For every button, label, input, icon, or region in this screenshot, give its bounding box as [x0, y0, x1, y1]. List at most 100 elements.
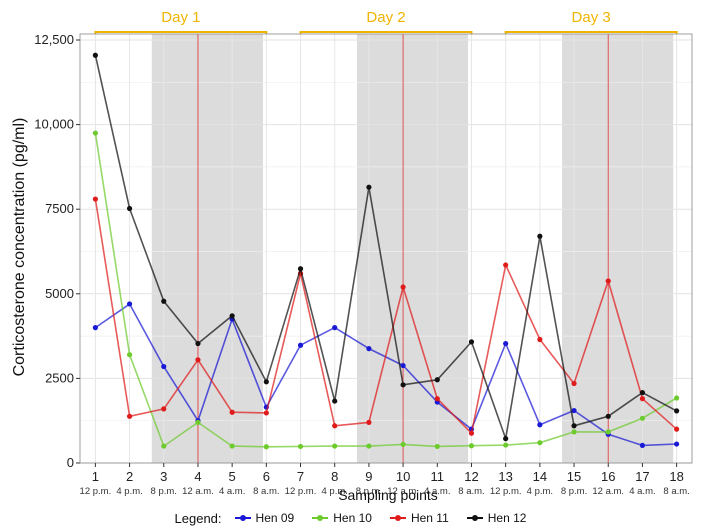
y-tick-label: 0 — [67, 455, 74, 470]
data-point-hen-12 — [229, 313, 235, 319]
legend-key-hen-10 — [312, 513, 329, 523]
legend-items: Hen 09 Hen 10 Hen 11 Hen 12 — [226, 511, 536, 525]
x-time-label: 12 p.m. — [490, 486, 522, 497]
data-point-hen-11 — [161, 406, 167, 412]
x-tick-label: 9 — [365, 469, 372, 484]
data-point-hen-09 — [332, 325, 338, 331]
legend-label-hen-09: Hen 09 — [255, 511, 295, 525]
legend: Legend: Hen 09 Hen 10 Hen 11 Hen 12 — [0, 507, 710, 529]
data-point-hen-12 — [639, 390, 646, 396]
data-point-hen-09 — [161, 363, 167, 370]
data-point-hen-11 — [639, 396, 646, 402]
legend-label-hen-10: Hen 10 — [333, 511, 372, 525]
legend-label-hen-11: Hen 11 — [410, 511, 449, 525]
data-point-hen-12 — [537, 233, 543, 239]
y-tick-label: 10,000 — [34, 117, 74, 132]
data-point-hen-12 — [468, 339, 475, 345]
data-point-hen-10 — [126, 352, 133, 358]
x-tick-label: 13 — [498, 469, 512, 484]
legend-key-hen-09 — [234, 513, 251, 523]
data-point-hen-12 — [161, 298, 167, 304]
series-lines — [92, 52, 680, 450]
x-tick-label: 7 — [297, 469, 304, 484]
data-point-hen-10 — [537, 440, 543, 446]
x-tick-label: 2 — [126, 469, 133, 484]
x-time-label: 12 a.m. — [387, 486, 419, 497]
x-time-label: 4 p.m. — [116, 486, 142, 497]
night-shading-1 — [151, 34, 263, 463]
x-time-label: 12 a.m. — [182, 486, 214, 497]
x-tick-label: 4 — [194, 469, 201, 484]
x-time-label: 12 p.m. — [285, 486, 317, 497]
data-point-hen-11 — [229, 409, 235, 415]
x-time-label: 12 p.m. — [80, 486, 112, 497]
x-tick-label: 5 — [229, 469, 236, 484]
data-point-hen-10 — [605, 429, 611, 435]
data-point-hen-12 — [92, 52, 98, 58]
axes: 0 2500 5000 7500 10,000 12,500 1 12 p.m. 2 4 p.m.… — [34, 32, 693, 497]
x-tick-label: 6 — [263, 469, 270, 484]
data-point-hen-12 — [674, 408, 680, 414]
data-point-hen-10 — [674, 395, 680, 401]
data-point-hen-10 — [503, 442, 509, 448]
day-label: Day 1 — [161, 9, 200, 26]
data-point-hen-09 — [92, 325, 98, 331]
data-point-hen-10 — [263, 444, 269, 450]
legend-key-hen-12 — [466, 513, 483, 523]
series-line-hen-11 — [94, 198, 678, 435]
x-tick-label: 3 — [160, 469, 167, 484]
data-point-hen-11 — [332, 423, 338, 429]
data-point-hen-10 — [571, 429, 577, 435]
series-line-hen-10 — [94, 132, 678, 448]
x-tick-label: 15 — [567, 469, 581, 484]
data-point-hen-12 — [195, 340, 201, 347]
x-tick-label: 12 — [464, 469, 478, 484]
data-point-hen-12 — [503, 436, 509, 442]
x-time-label: 4 p.m. — [527, 486, 553, 497]
data-point-hen-10 — [297, 443, 304, 450]
x-time-label: 4 a.m. — [219, 486, 245, 497]
legend-key-hen-11 — [389, 513, 406, 523]
y-tick-label: 5000 — [45, 286, 74, 301]
data-point-hen-12 — [126, 205, 133, 212]
legend-item-hen-10: Hen 10 — [312, 511, 372, 525]
x-tick-label: 10 — [396, 469, 410, 484]
data-point-hen-10 — [92, 130, 98, 136]
x-time-label: 8 a.m. — [663, 486, 689, 497]
x-time-label: 8 p.m. — [356, 486, 382, 497]
data-point-hen-12 — [332, 398, 338, 404]
data-point-hen-11 — [126, 413, 133, 419]
x-time-label: 12 a.m. — [592, 486, 624, 497]
data-point-hen-11 — [605, 278, 611, 284]
data-point-hen-11 — [571, 380, 577, 387]
data-point-hen-10 — [161, 443, 167, 449]
data-point-hen-09 — [674, 441, 680, 447]
day-label: Day 2 — [366, 9, 405, 26]
y-tick-label: 2500 — [45, 370, 74, 385]
data-point-hen-11 — [537, 336, 543, 343]
data-point-hen-10 — [639, 415, 646, 421]
x-tick-label: 17 — [635, 469, 649, 484]
x-tick-label: 1 — [92, 469, 99, 484]
data-point-hen-11 — [400, 284, 406, 290]
data-point-hen-11 — [503, 262, 509, 268]
x-tick-label: 11 — [431, 469, 445, 484]
data-point-hen-12 — [263, 379, 269, 385]
data-point-hen-12 — [400, 382, 406, 388]
data-point-hen-11 — [434, 396, 440, 402]
data-point-hen-12 — [571, 423, 577, 429]
x-time-label: 8 a.m. — [458, 486, 484, 497]
data-point-hen-09 — [297, 342, 304, 348]
legend-label-hen-12: Hen 12 — [487, 511, 527, 525]
plot-panel — [80, 34, 692, 464]
data-point-hen-09 — [126, 301, 133, 307]
night-shading-3 — [562, 34, 674, 463]
data-point-hen-11 — [468, 430, 475, 436]
data-point-hen-10 — [229, 443, 235, 449]
y-tick-label: 12,500 — [34, 32, 74, 47]
data-point-hen-10 — [366, 443, 372, 449]
x-time-label: 4 a.m. — [629, 486, 655, 497]
data-point-hen-09 — [537, 422, 543, 428]
x-axis-label: Sampling points — [338, 487, 438, 503]
